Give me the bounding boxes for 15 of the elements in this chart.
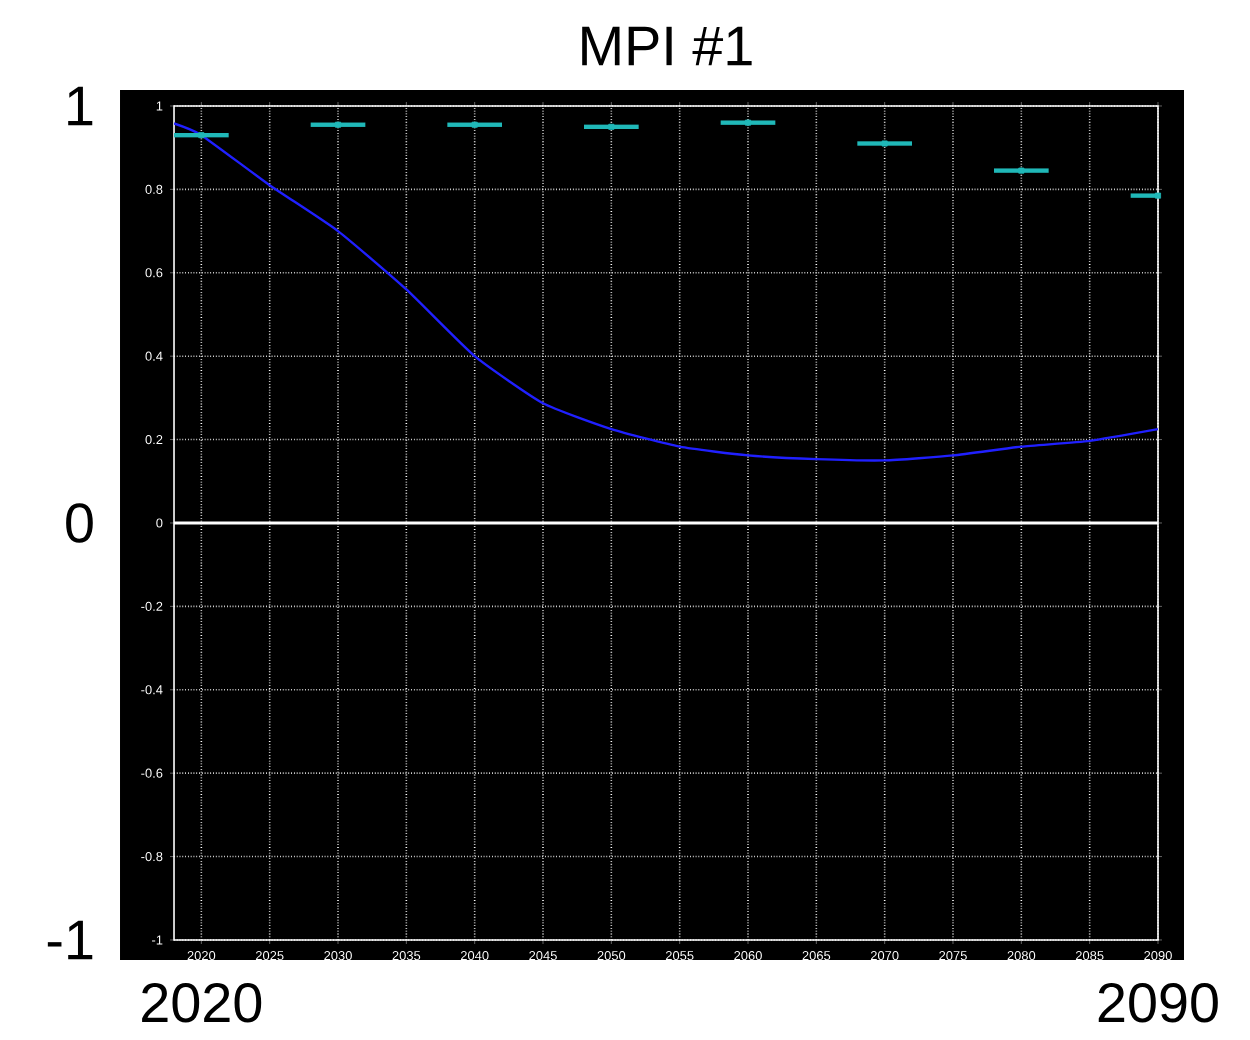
x2-tick-label: 2090 bbox=[1098, 983, 1218, 1023]
chart-title: MPI #1 bbox=[582, 26, 752, 66]
y2-tick-label: 1 bbox=[68, 86, 93, 126]
point bbox=[335, 121, 342, 128]
x2-tick-label: 2020 bbox=[142, 983, 262, 1023]
y2-tick-label: -1 bbox=[47, 920, 93, 960]
point bbox=[1018, 167, 1025, 174]
y2-tick-label: 0 bbox=[66, 503, 93, 543]
point bbox=[745, 119, 751, 126]
point bbox=[198, 132, 205, 139]
point bbox=[1154, 192, 1161, 199]
line-series bbox=[174, 122, 1158, 462]
point bbox=[471, 121, 478, 128]
point bbox=[608, 123, 615, 130]
point bbox=[881, 140, 888, 147]
